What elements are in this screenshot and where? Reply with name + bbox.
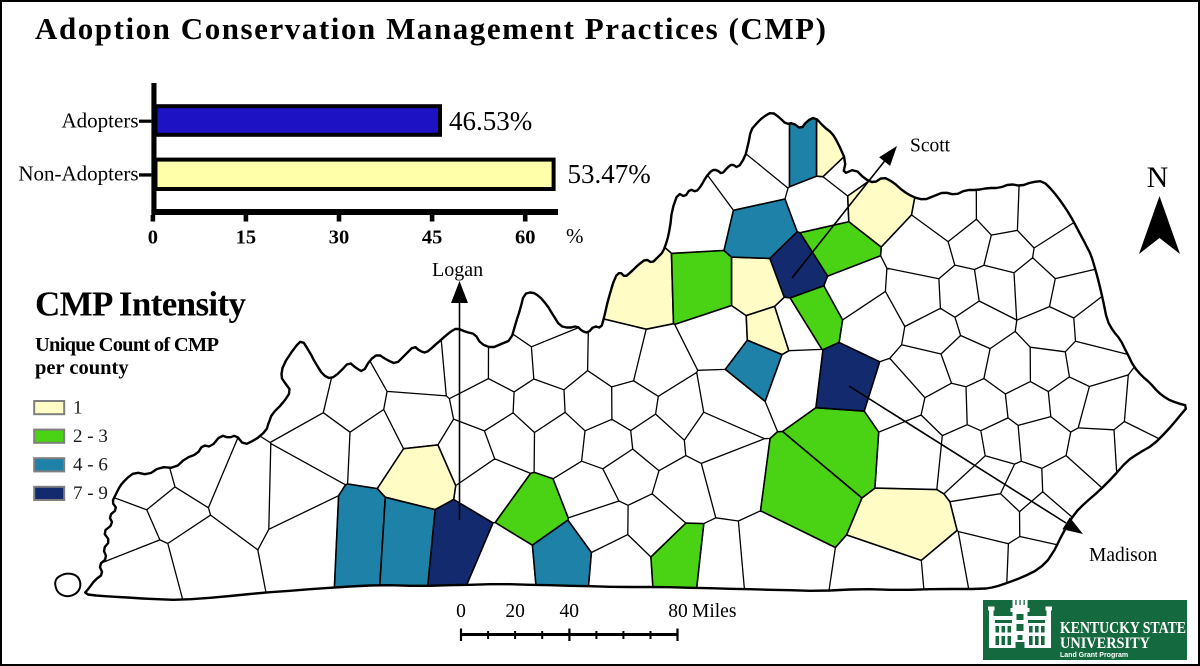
svg-text:Adoption Conservation Manageme: Adoption Conservation Management Practic…: [35, 11, 826, 46]
svg-text:Madison: Madison: [1089, 545, 1158, 566]
svg-text:30: 30: [329, 227, 350, 249]
svg-text:Adopters: Adopters: [62, 109, 139, 133]
svg-text:UNIVERSITY: UNIVERSITY: [1060, 635, 1150, 652]
svg-text:80: 80: [668, 601, 688, 622]
svg-text:4 - 6: 4 - 6: [73, 455, 108, 476]
svg-text:per county: per county: [35, 357, 129, 379]
svg-text:46.53%: 46.53%: [449, 106, 532, 136]
svg-text:15: 15: [236, 227, 257, 249]
svg-text:0: 0: [148, 227, 158, 249]
svg-text:Land Grant Program: Land Grant Program: [1060, 652, 1128, 659]
svg-text:60: 60: [515, 227, 536, 249]
svg-text:N: N: [1147, 161, 1169, 194]
svg-text:40: 40: [560, 601, 580, 622]
svg-text:53.47%: 53.47%: [568, 159, 651, 189]
svg-text:1: 1: [73, 397, 83, 418]
svg-text:Unique Count of CMP: Unique Count of CMP: [35, 334, 219, 356]
svg-text:Non-Adopters: Non-Adopters: [18, 161, 138, 185]
svg-text:45: 45: [422, 227, 443, 249]
svg-text:Scott: Scott: [910, 136, 951, 157]
svg-text:Logan: Logan: [432, 259, 483, 281]
svg-text:CMP Intensity: CMP Intensity: [35, 285, 247, 324]
svg-text:%: %: [566, 224, 584, 248]
svg-text:KENTUCKY STATE: KENTUCKY STATE: [1060, 618, 1186, 637]
svg-text:Miles: Miles: [692, 601, 736, 622]
svg-text:20: 20: [505, 601, 525, 622]
svg-text:7 - 9: 7 - 9: [73, 483, 108, 504]
svg-text:2 - 3: 2 - 3: [73, 426, 108, 447]
svg-text:0: 0: [456, 601, 466, 622]
